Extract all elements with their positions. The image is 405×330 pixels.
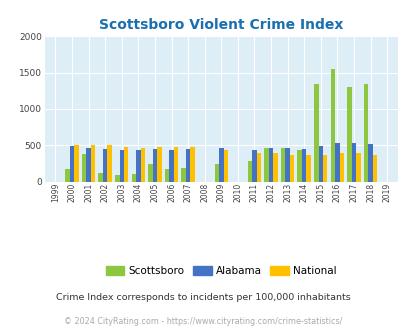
Legend: Scottsboro, Alabama, National: Scottsboro, Alabama, National xyxy=(101,262,340,280)
Bar xyxy=(289,155,294,182)
Bar xyxy=(140,148,145,182)
Bar xyxy=(190,148,194,182)
Title: Scottsboro Violent Crime Index: Scottsboro Violent Crime Index xyxy=(99,18,343,32)
Bar xyxy=(273,153,277,182)
Bar xyxy=(103,149,107,182)
Bar xyxy=(91,145,95,182)
Bar xyxy=(98,173,103,182)
Bar xyxy=(74,145,79,182)
Bar xyxy=(223,150,228,182)
Bar xyxy=(107,145,112,182)
Text: Crime Index corresponds to incidents per 100,000 inhabitants: Crime Index corresponds to incidents per… xyxy=(55,292,350,302)
Bar xyxy=(363,84,367,182)
Bar xyxy=(136,150,140,182)
Bar xyxy=(70,146,74,182)
Bar xyxy=(318,146,322,182)
Bar xyxy=(157,148,161,182)
Text: © 2024 CityRating.com - https://www.cityrating.com/crime-statistics/: © 2024 CityRating.com - https://www.city… xyxy=(64,317,341,326)
Bar xyxy=(339,153,343,182)
Bar xyxy=(256,153,260,182)
Bar xyxy=(152,149,157,182)
Bar xyxy=(82,154,86,182)
Bar xyxy=(252,150,256,182)
Bar xyxy=(247,161,252,182)
Bar xyxy=(301,149,306,182)
Bar xyxy=(313,84,318,182)
Bar xyxy=(169,149,173,182)
Bar xyxy=(355,153,360,182)
Bar xyxy=(131,174,136,182)
Bar xyxy=(181,168,185,182)
Bar xyxy=(322,155,327,182)
Bar xyxy=(115,175,119,182)
Bar xyxy=(264,148,268,182)
Bar xyxy=(334,143,339,182)
Bar xyxy=(351,143,355,182)
Bar xyxy=(185,149,190,182)
Bar xyxy=(173,148,178,182)
Bar xyxy=(285,148,289,182)
Bar xyxy=(297,149,301,182)
Bar xyxy=(164,169,169,182)
Bar xyxy=(306,155,310,182)
Bar xyxy=(330,69,334,182)
Bar xyxy=(346,87,351,182)
Bar xyxy=(367,144,372,182)
Bar xyxy=(280,148,285,182)
Bar xyxy=(124,147,128,182)
Bar xyxy=(119,150,124,182)
Bar xyxy=(214,164,218,182)
Bar xyxy=(372,155,376,182)
Bar xyxy=(218,148,223,182)
Bar xyxy=(268,148,273,182)
Bar xyxy=(148,164,152,182)
Bar xyxy=(86,148,91,182)
Bar xyxy=(65,169,70,182)
